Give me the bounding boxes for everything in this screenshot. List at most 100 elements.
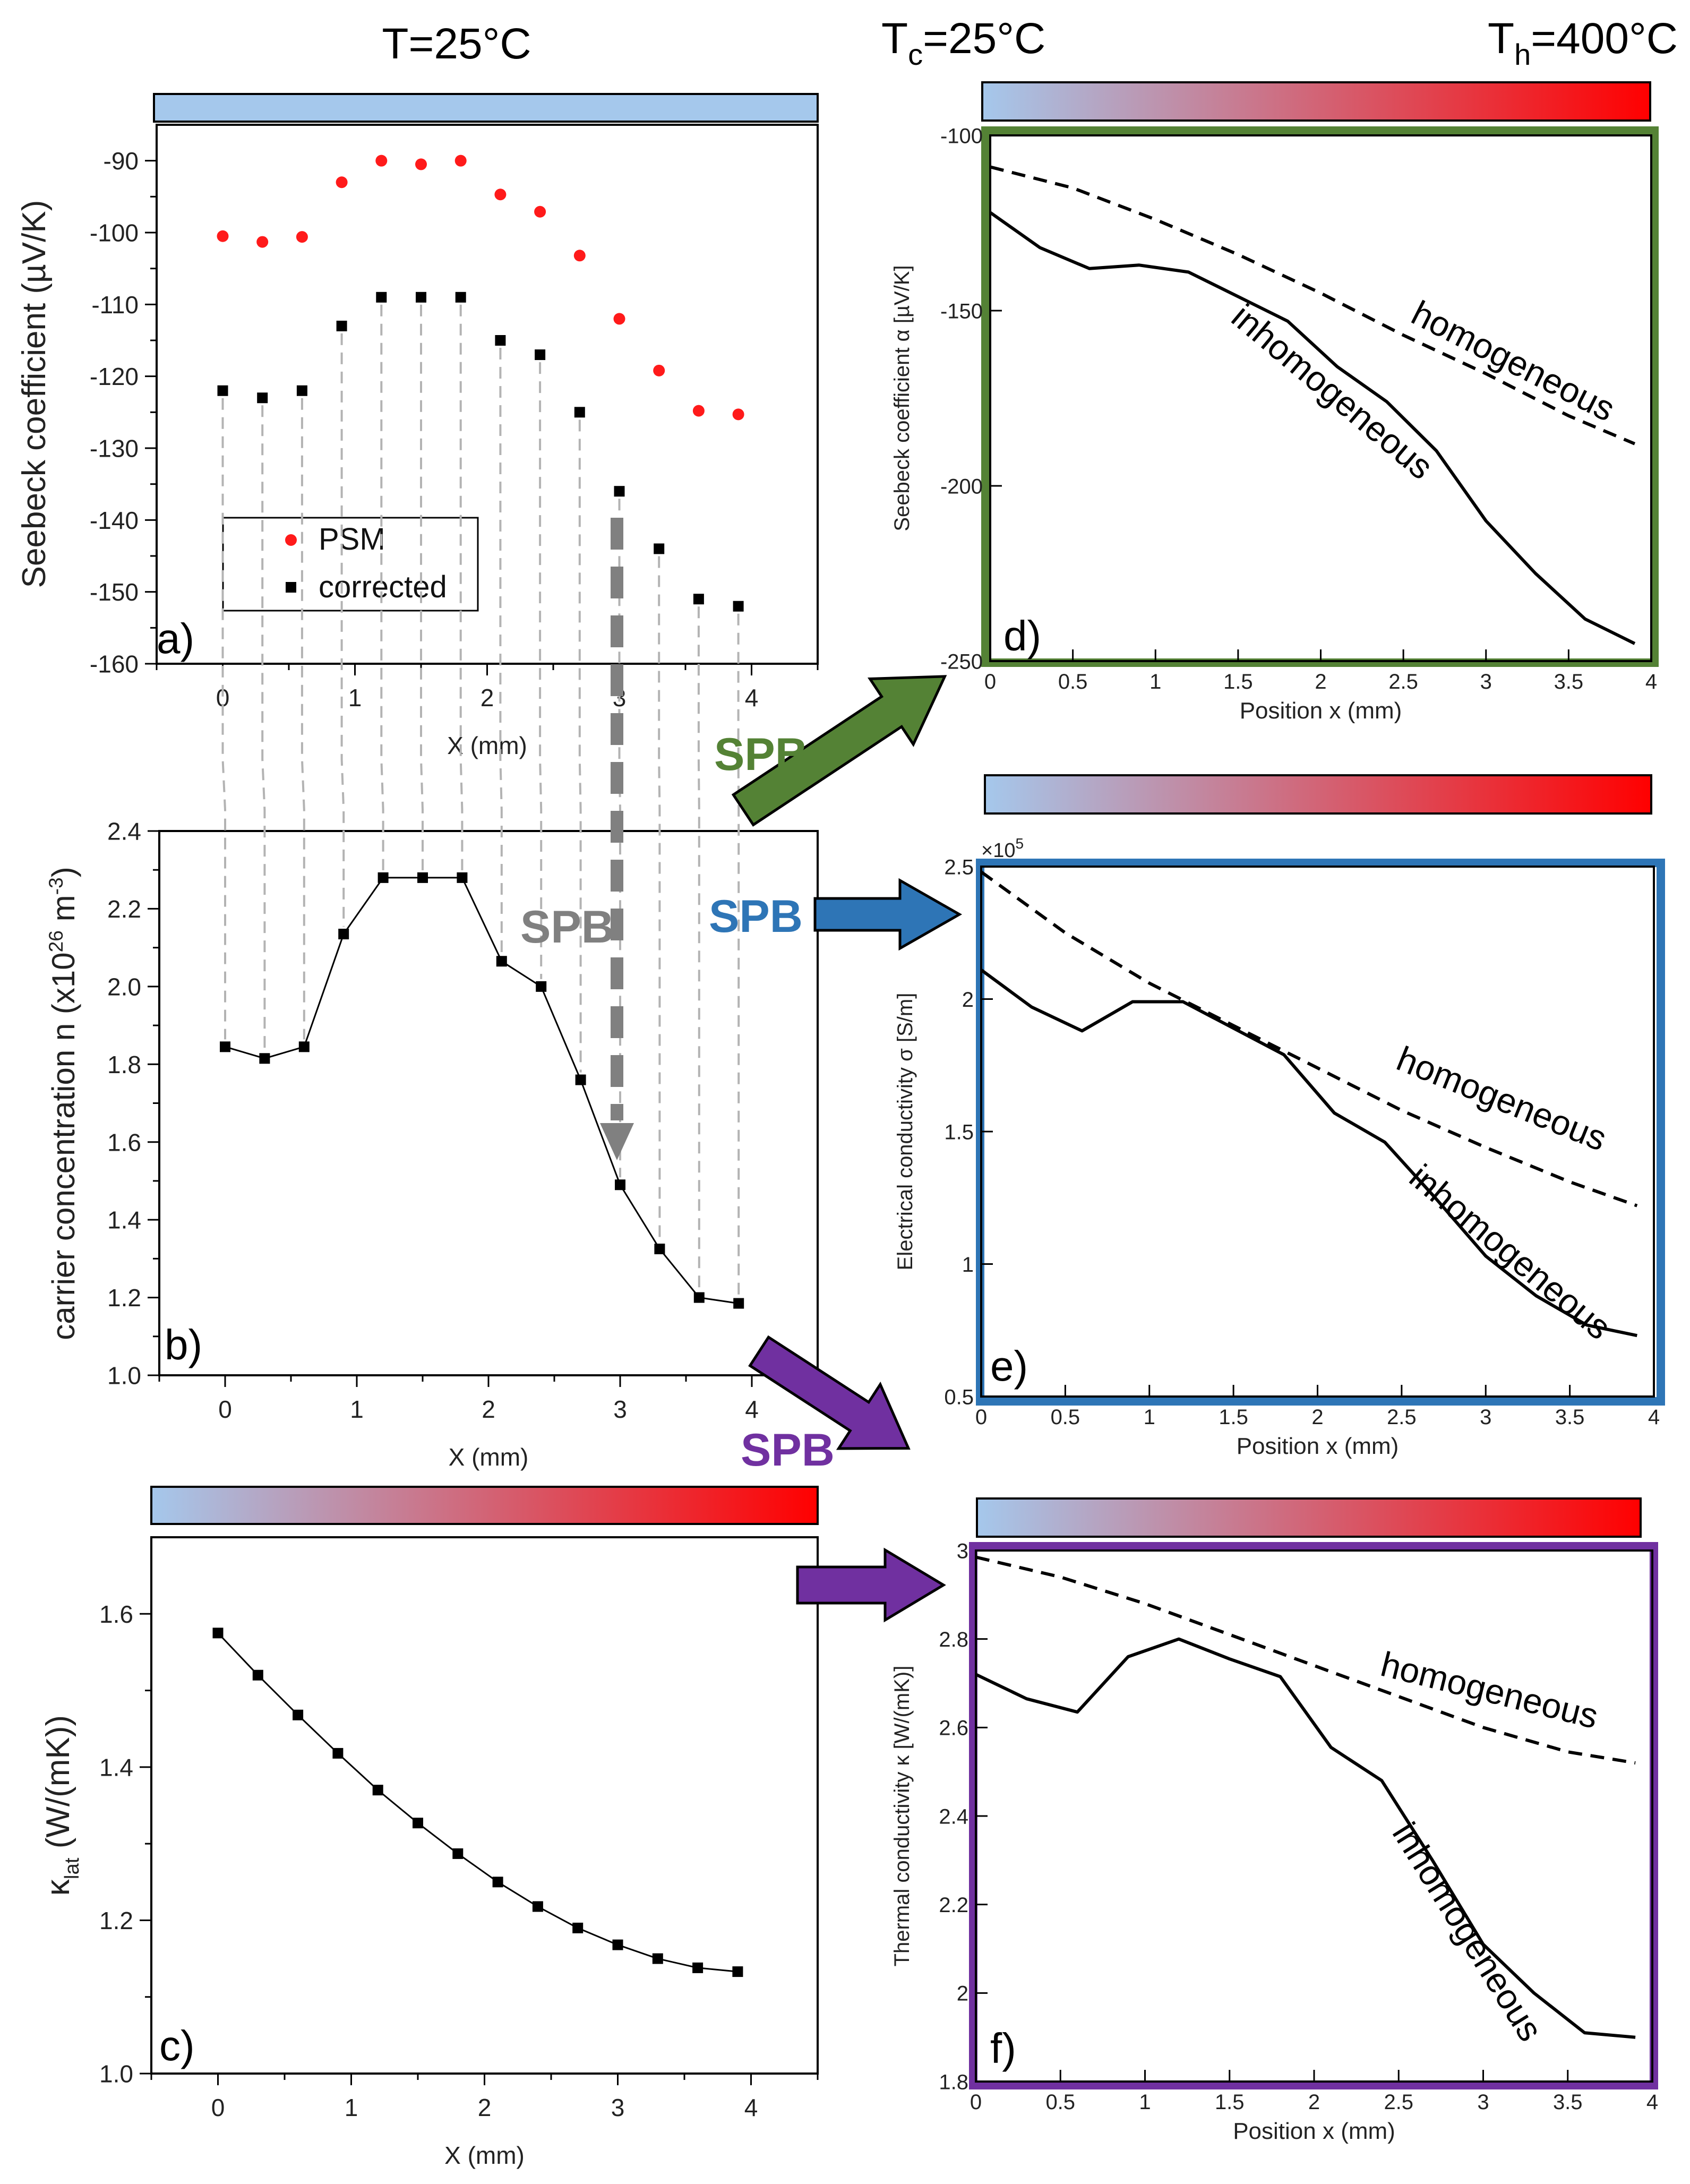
legend-psm-label: PSM xyxy=(319,522,385,556)
y-tick-label-b: 1.0 xyxy=(107,1362,141,1390)
colorbar-gradient-e xyxy=(984,774,1652,815)
colorbar-gradient-c xyxy=(150,1486,819,1525)
spb-green-label: SPB xyxy=(714,729,808,780)
y-axis-label-d: Seebeck coefficient α [µV/K] xyxy=(890,265,914,531)
connector-line xyxy=(261,405,266,1051)
y-tick-label-b: 1.4 xyxy=(107,1206,141,1234)
panel-label-e: e) xyxy=(990,1342,1028,1390)
y-axis-label-e: Electrical conductivity σ [S/m] xyxy=(894,993,917,1271)
y-tick-label-f: 2.4 xyxy=(939,1805,968,1828)
connector-line xyxy=(301,398,305,1040)
connector-line xyxy=(499,348,503,954)
y-tick-label-b: 1.2 xyxy=(107,1284,141,1312)
x-axis-label-d: Position x (mm) xyxy=(1240,698,1402,724)
psm-point xyxy=(256,236,269,248)
frame-f xyxy=(969,1542,1658,2089)
panel-label-f: f) xyxy=(990,2025,1016,2072)
y-tick-label-c: 1.0 xyxy=(99,2060,133,2088)
corrected-point xyxy=(455,292,466,303)
n-point xyxy=(457,872,468,883)
y-tick-label-d: -250 xyxy=(940,650,983,673)
legend-box xyxy=(222,517,479,612)
chart-b-carrier-concentration: 0 1 2 3 4 1.0 1.2 1.4 1.6 1.8 2.0 2.2 2.4 X (mm) carri… xyxy=(45,818,819,1471)
y-tick-label-b: 1.8 xyxy=(107,1051,141,1078)
colorbar-gradient-f xyxy=(976,1497,1642,1538)
psm-point xyxy=(217,230,229,242)
n-point xyxy=(615,1179,625,1191)
plot-frame-c xyxy=(150,1536,819,2075)
y-tick-label-a: -160 xyxy=(90,650,139,678)
psm-point xyxy=(534,205,546,218)
x-tick-label-e: 1 xyxy=(1144,1406,1155,1429)
n-point xyxy=(575,1074,586,1085)
x-tick-label-f: 3 xyxy=(1477,2091,1489,2114)
kappa-point xyxy=(732,1966,743,1977)
panel-label-b: b) xyxy=(165,1321,202,1368)
corrected-point xyxy=(257,392,268,404)
x-tick-label-d: 3 xyxy=(1480,670,1492,693)
x-tick-label-e: 2.5 xyxy=(1387,1406,1417,1429)
y-tick-label-f: 2.6 xyxy=(939,1717,968,1740)
header-left: T=25°C xyxy=(382,20,531,68)
homogeneous-line xyxy=(990,165,1636,446)
psm-point xyxy=(732,408,744,421)
connector-line xyxy=(380,304,384,870)
n-point xyxy=(417,872,428,883)
y-tick-label-a: -90 xyxy=(104,147,139,175)
x-tick-label-c: 1 xyxy=(345,2094,358,2121)
spb-green-arrow xyxy=(731,675,947,827)
y-tick-label-a: -110 xyxy=(91,291,139,319)
corrected-point xyxy=(654,543,665,554)
corrected-point xyxy=(693,594,704,605)
psm-point xyxy=(336,176,348,189)
x-axis-label-b: X (mm) xyxy=(449,1443,529,1471)
n-point xyxy=(338,929,349,940)
colorbar-uniform xyxy=(153,93,819,123)
header-cold: Tc=25°C xyxy=(881,14,1045,71)
x-axis-label-a: X (mm) xyxy=(447,732,527,759)
y-axis-label-b: carrier concentration n (x1026 m-3) xyxy=(45,867,81,1340)
kappa-point xyxy=(492,1877,503,1888)
spb-main-arrow xyxy=(600,518,634,1160)
x-tick-label-a: 2 xyxy=(481,684,494,712)
n-point xyxy=(654,1244,665,1255)
header-hot: Th=400°C xyxy=(1488,14,1678,71)
x-axis-label-f: Position x (mm) xyxy=(1233,2118,1395,2144)
y-tick-label-f: 2 xyxy=(957,1982,968,2006)
x-tick-label-a: 1 xyxy=(348,684,362,712)
n-point xyxy=(298,1041,310,1052)
homogeneous-label: homogeneous xyxy=(1377,1644,1602,1736)
corrected-point xyxy=(336,320,347,331)
chart-d-seebeck-simulation: 0 0.5 1 1.5 2 2.5 3 3.5 4 -250 -200 -150 -100 Positio… xyxy=(890,124,1657,724)
kappa-point xyxy=(413,1818,423,1829)
axis-multiplier-e: ×105 xyxy=(981,835,1024,862)
x-tick-label-e: 3 xyxy=(1480,1406,1491,1429)
x-tick-label-b: 3 xyxy=(613,1395,627,1423)
y-tick-label-a: -120 xyxy=(90,363,139,390)
y-tick-label-f: 2.2 xyxy=(939,1894,968,1917)
n-point xyxy=(536,981,547,992)
n-point xyxy=(259,1053,270,1064)
x-tick-label-e: 0 xyxy=(975,1406,987,1429)
y-tick-label-f: 2.8 xyxy=(939,1628,968,1651)
x-tick-label-d: 1.5 xyxy=(1223,670,1253,693)
corrected-point xyxy=(574,407,585,418)
x-tick-label-c: 4 xyxy=(744,2094,758,2121)
inhomogeneous-label: inhomogeneous xyxy=(1385,1815,1551,2048)
inhomogeneous-line xyxy=(980,969,1637,1338)
x-tick-label-f: 4 xyxy=(1646,2091,1658,2114)
y-tick-label-a: -140 xyxy=(90,507,139,534)
inhomogeneous-line xyxy=(989,211,1636,645)
connector-line xyxy=(420,304,424,870)
connector-line xyxy=(221,398,226,1040)
kappa-point xyxy=(652,1953,663,1964)
x-tick-label-e: 3.5 xyxy=(1555,1406,1585,1429)
frame-d xyxy=(981,126,1659,667)
n-point xyxy=(693,1292,705,1303)
x-tick-label-e: 4 xyxy=(1648,1406,1660,1429)
psm-point xyxy=(613,313,625,325)
y-tick-label-b: 2.0 xyxy=(107,973,141,1000)
inhomogeneous-label: inhomogeneous xyxy=(1402,1157,1618,1347)
corrected-point xyxy=(376,292,387,303)
x-tick-label-c: 2 xyxy=(478,2094,492,2121)
